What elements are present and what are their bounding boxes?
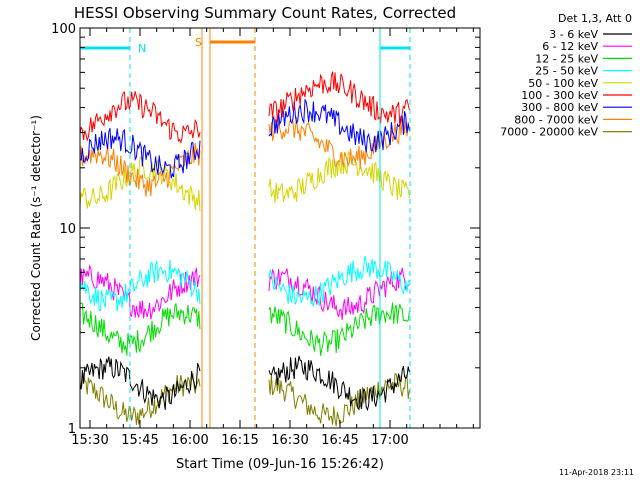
x-tick-label-3: 16:00 bbox=[171, 433, 208, 448]
x-tick-label-6: 16:45 bbox=[321, 433, 358, 448]
series-5-segment-2 bbox=[268, 150, 410, 204]
series-9-segment-1 bbox=[79, 373, 201, 425]
legend-label-4: 25 - 50 keV bbox=[535, 65, 598, 78]
series-2-segment-1 bbox=[79, 264, 201, 320]
series-9-segment-2 bbox=[268, 373, 410, 427]
y-tick-label-1: 1 bbox=[68, 422, 76, 437]
series-6-segment-1 bbox=[79, 91, 201, 144]
y-tick-label-3: 100 bbox=[51, 22, 76, 37]
y-tick-label-2: 10 bbox=[59, 222, 76, 237]
x-axis-label: Start Time (09-Jun-16 15:26:42) bbox=[176, 457, 384, 472]
series-3-segment-2 bbox=[268, 302, 410, 356]
legend-header: Det 1,3, Att 0 bbox=[558, 12, 632, 25]
legend-label-5: 50 - 100 keV bbox=[528, 77, 598, 90]
series-7-segment-1 bbox=[79, 127, 201, 179]
x-tick-label-1: 15:30 bbox=[71, 433, 108, 448]
series-5-segment-1 bbox=[79, 156, 201, 212]
x-tick-label-2: 15:45 bbox=[121, 433, 158, 448]
series-4-segment-1 bbox=[79, 259, 201, 312]
x-tick-label-4: 16:15 bbox=[221, 433, 258, 448]
series-1-segment-1 bbox=[79, 356, 201, 410]
x-axis: 15:30 15:45 16:00 16:15 16:30 16:45 17:00 bbox=[71, 28, 474, 448]
series-6-segment-2 bbox=[268, 71, 410, 126]
y-axis: 1 10 100 bbox=[51, 22, 480, 437]
series-4-segment-2 bbox=[268, 255, 410, 307]
series-1-segment-2 bbox=[268, 355, 410, 412]
series-8-segment-1 bbox=[79, 142, 201, 197]
legend-label-8: 800 - 7000 keV bbox=[514, 113, 598, 126]
x-tick-label-7: 17:00 bbox=[371, 433, 408, 448]
legend-label-6: 100 - 300 keV bbox=[521, 89, 598, 102]
y-axis-label: Corrected Count Rate (s⁻¹ detector⁻¹) bbox=[29, 115, 43, 341]
legend-label-3: 12 - 25 keV bbox=[535, 52, 598, 65]
legend-label-1: 3 - 6 keV bbox=[549, 28, 598, 41]
chart-title: HESSI Observing Summary Count Rates, Cor… bbox=[74, 4, 456, 22]
night-flag-label: N bbox=[138, 42, 146, 55]
plot-frame bbox=[79, 27, 481, 429]
legend-label-2: 6 - 12 keV bbox=[542, 40, 598, 53]
saa-flag-label: S bbox=[195, 36, 202, 49]
legend-label-9: 7000 - 20000 keV bbox=[500, 126, 598, 139]
footer-date: 11-Apr-2018 23:11 bbox=[559, 468, 634, 477]
x-tick-label-5: 16:30 bbox=[271, 433, 308, 448]
legend-label-7: 300 - 800 keV bbox=[521, 101, 598, 114]
series-3-segment-1 bbox=[79, 302, 201, 356]
series-7-segment-2 bbox=[268, 98, 410, 153]
